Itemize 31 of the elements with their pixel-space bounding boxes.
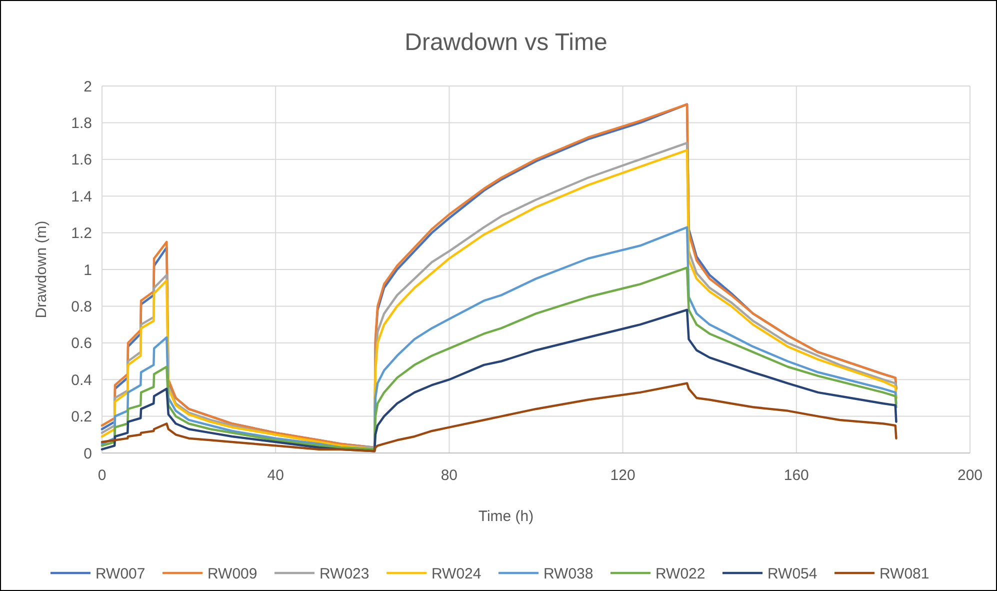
- y-tick-label: 2: [84, 78, 92, 96]
- legend-label: RW023: [320, 565, 370, 582]
- x-tick-label: 0: [98, 467, 106, 484]
- x-tick-label: 80: [440, 467, 458, 484]
- chart-title: Drawdown vs Time: [404, 29, 608, 56]
- y-tick-label: 0: [84, 445, 92, 462]
- x-tick-label: 120: [610, 467, 636, 484]
- legend-label: RW024: [432, 565, 482, 582]
- y-tick-label: 0.6: [71, 335, 92, 352]
- y-tick-label: 1.4: [71, 188, 92, 206]
- y-axis-title: Drawdown (m): [33, 220, 50, 318]
- line-series: [100, 308, 898, 452]
- y-tick-label: 1.8: [71, 114, 92, 132]
- legend-label: RW081: [880, 565, 930, 582]
- x-tick-label: 160: [784, 467, 809, 484]
- y-tick-label: 0.2: [71, 408, 92, 426]
- line-series: [100, 382, 898, 452]
- y-tick-label: 0.8: [71, 298, 92, 316]
- y-tick-label: 1.2: [71, 225, 92, 242]
- x-tick-label: 200: [957, 467, 983, 484]
- line-series: [100, 266, 898, 450]
- legend-label: RW054: [768, 565, 818, 582]
- legend-label: RW007: [96, 565, 146, 582]
- y-tick-label: 0.4: [71, 372, 92, 389]
- x-axis-title: Time (h): [478, 508, 534, 525]
- legend-label: RW009: [208, 565, 258, 582]
- y-tick-label: 1.6: [71, 152, 92, 169]
- y-tick-label: 1: [84, 262, 92, 279]
- legend-label: RW038: [544, 565, 594, 582]
- legend-label: RW022: [656, 565, 706, 582]
- x-tick-label: 40: [267, 467, 284, 484]
